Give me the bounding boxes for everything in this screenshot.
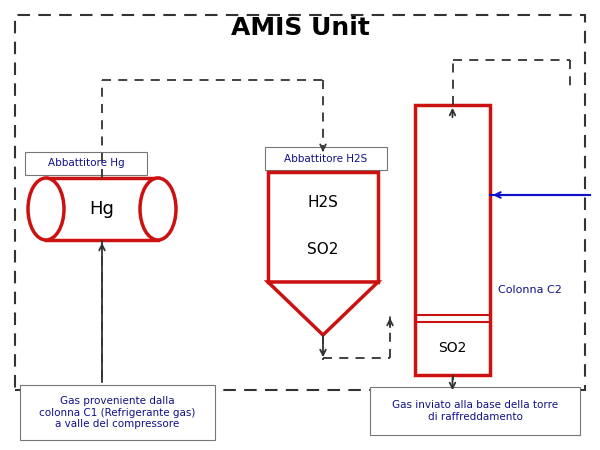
Text: AMIS Unit: AMIS Unit bbox=[230, 16, 370, 40]
Ellipse shape bbox=[28, 178, 64, 240]
Bar bbox=[268, 172, 378, 282]
Text: Hg: Hg bbox=[89, 200, 115, 218]
Text: Abbattitore Hg: Abbattitore Hg bbox=[47, 158, 124, 168]
Bar bbox=[25, 152, 147, 175]
Text: Gas inviato alla base della torre
di raffreddamento: Gas inviato alla base della torre di raf… bbox=[392, 400, 558, 422]
Text: SO2: SO2 bbox=[439, 341, 467, 355]
Text: Colonna C2: Colonna C2 bbox=[498, 285, 562, 295]
Text: Abbattitore H2S: Abbattitore H2S bbox=[284, 153, 368, 163]
Bar bbox=[20, 385, 215, 440]
Bar bbox=[370, 387, 580, 435]
FancyBboxPatch shape bbox=[46, 178, 158, 240]
Polygon shape bbox=[268, 282, 378, 335]
Text: H2S: H2S bbox=[308, 195, 338, 210]
Bar bbox=[265, 147, 387, 170]
Bar bbox=[15, 15, 585, 390]
Text: Gas proveniente dalla
colonna C1 (Refrigerante gas)
a valle del compressore: Gas proveniente dalla colonna C1 (Refrig… bbox=[40, 396, 196, 429]
Bar bbox=[415, 105, 490, 375]
Ellipse shape bbox=[140, 178, 176, 240]
Text: SO2: SO2 bbox=[307, 242, 338, 256]
